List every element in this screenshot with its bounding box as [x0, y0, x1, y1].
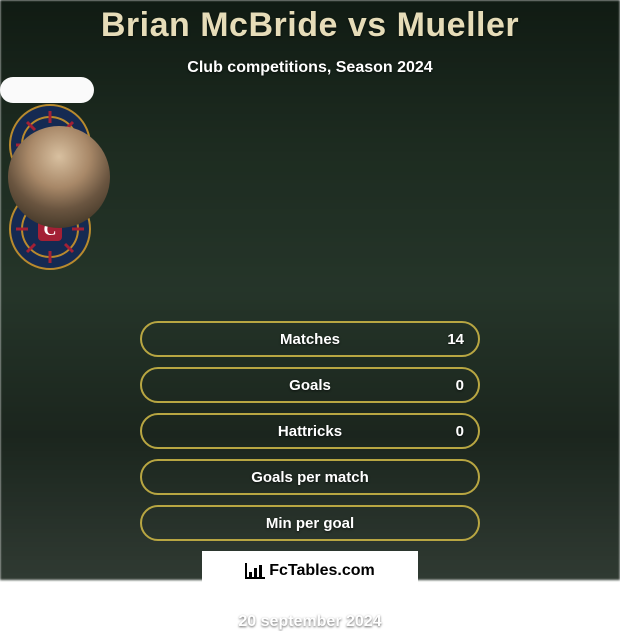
stat-row: Hattricks 0	[140, 413, 480, 449]
stat-row: Goals 0	[140, 367, 480, 403]
bar-chart-icon	[245, 563, 265, 579]
stat-row: Matches 14	[140, 321, 480, 357]
page-title: Brian McBride vs Mueller	[0, 6, 620, 45]
stat-right-value: 14	[447, 331, 464, 348]
player-left-photo	[8, 126, 110, 228]
page-subtitle: Club competitions, Season 2024	[0, 59, 620, 77]
stat-row: Goals per match	[140, 459, 480, 495]
footer-brand-banner: FcTables.com	[202, 551, 418, 591]
footer-brand-text: FcTables.com	[269, 562, 375, 580]
stat-right-value: 0	[456, 423, 464, 440]
stat-label: Goals	[289, 377, 331, 394]
stat-label: Goals per match	[251, 469, 369, 486]
stat-label: Min per goal	[266, 515, 354, 532]
content-wrapper: Brian McBride vs Mueller Club competitio…	[0, 0, 620, 580]
player-right-photo	[0, 77, 94, 103]
stat-row: Min per goal	[140, 505, 480, 541]
stat-label: Hattricks	[278, 423, 342, 440]
date-text: 20 september 2024	[0, 613, 620, 631]
stat-label: Matches	[280, 331, 340, 348]
stat-right-value: 0	[456, 377, 464, 394]
stats-table: Matches 14 Goals 0 Hattricks 0 Goals per…	[140, 321, 480, 541]
